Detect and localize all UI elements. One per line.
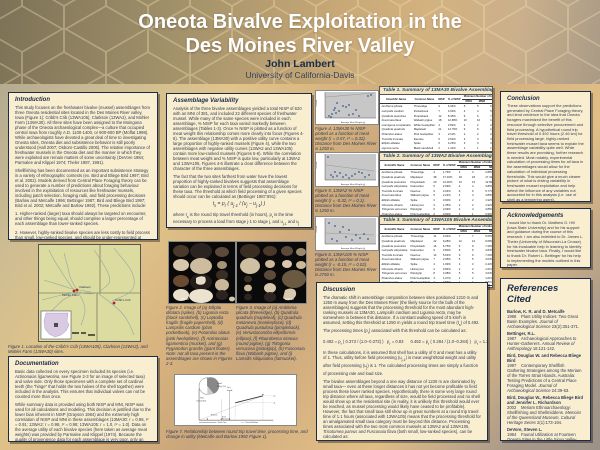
svg-text:0.00.00 (19): 0.00.00 (19): [196, 400, 206, 402]
svg-text:% NISP: % NISP: [316, 225, 318, 233]
svg-text:0.00.00: 0.00.00: [180, 297, 189, 301]
svg-text:0.00g (7.0): 0.00g (7.0): [217, 386, 226, 388]
svg-text:0.00.00: 0.00.00: [285, 297, 294, 301]
svg-text:Field: Field: [217, 383, 222, 385]
svg-text:Col. j: Col. j: [227, 387, 232, 389]
svg-text:Mohler Farm: Mohler Farm: [62, 293, 80, 297]
svg-text:% NISP: % NISP: [316, 99, 318, 107]
svg-text:Average Meat Weight (g): Average Meat Weight (g): [341, 121, 366, 124]
svg-text:u2: u2: [273, 396, 275, 398]
svg-text:Process/Field time: Process/Field time: [246, 421, 259, 424]
svg-text:Search Time: Search Time: [218, 421, 227, 424]
svg-text:Cribb's Crib: Cribb's Crib: [115, 298, 131, 302]
svg-text:Resource: Resource: [222, 418, 229, 420]
svg-text:Average Meat Weight (g): Average Meat Weight (g): [341, 183, 366, 186]
svg-text:% NISP: % NISP: [316, 161, 318, 169]
svg-text:Process: Process: [211, 414, 218, 416]
svg-text:Res.: Res.: [200, 398, 205, 400]
svg-text:Clarkson: Clarkson: [79, 285, 91, 289]
svg-text:u1: u1: [273, 402, 275, 404]
svg-text:Average Meat Weight (g): Average Meat Weight (g): [341, 247, 366, 250]
svg-text:d trade: d trade: [227, 389, 233, 392]
